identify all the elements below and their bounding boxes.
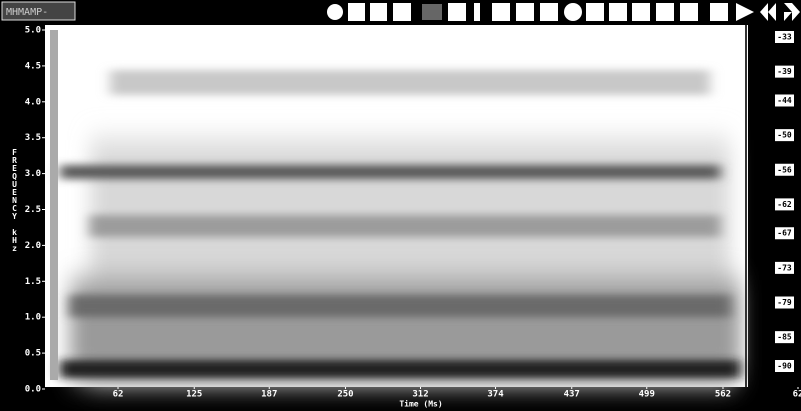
x-tick-label: 499 (639, 390, 655, 400)
y-tick-label: 3.5 (25, 133, 41, 143)
colorbar-tick-label: -67 (777, 229, 792, 238)
tool-button[interactable] (564, 3, 582, 21)
colorbar-tick-label: -44 (777, 96, 792, 105)
colorbar-tick-label: -50 (777, 131, 792, 140)
y-tick-label: 5.0 (25, 26, 41, 36)
tool-button[interactable] (632, 3, 650, 21)
tool-button[interactable] (680, 3, 698, 21)
toolbar[interactable] (327, 3, 800, 21)
forward-button[interactable] (784, 3, 800, 21)
x-tick-label: 62 (113, 390, 124, 400)
colorbar-tick-label: -90 (777, 362, 792, 371)
tool-button[interactable] (422, 4, 442, 20)
x-tick-label: 312 (412, 390, 428, 400)
colorbar-tick-label: -62 (777, 200, 792, 209)
x-tick-label: 437 (564, 390, 580, 400)
y-axis-label: FREQUENCY kHz (9, 148, 19, 252)
tool-button[interactable] (492, 3, 510, 21)
x-axis-label: Time (Ms) (399, 399, 442, 409)
x-tick-label: 187 (261, 390, 277, 400)
tool-button[interactable] (370, 3, 387, 21)
colorbar-tick-label: -56 (777, 165, 792, 174)
colorbar-tick-label: -73 (777, 263, 792, 272)
y-tick-label: 2.0 (25, 241, 41, 251)
spectrogram-window: MHMAMP- 0.0 0.5 1.0 1.5 2.0 2.5 3.0 3.5 (0, 0, 801, 411)
y-tick-label: 3.0 (25, 169, 41, 179)
colorbar-tick-label: -33 (777, 33, 792, 42)
app-label: MHMAMP- (6, 7, 48, 18)
play-button[interactable] (736, 3, 754, 21)
y-tick-label: 1.5 (25, 277, 41, 287)
tool-button[interactable] (393, 3, 411, 21)
spectrogram-view: MHMAMP- 0.0 0.5 1.0 1.5 2.0 2.5 3.0 3.5 (0, 0, 801, 411)
colorbar-tick-label: -85 (777, 333, 792, 342)
tool-button[interactable] (348, 3, 365, 21)
tool-button[interactable] (609, 3, 627, 21)
y-tick-label: 4.0 (25, 97, 41, 107)
x-tick-label: 125 (186, 390, 202, 400)
x-tick-label: 62 (793, 390, 801, 400)
colorbar-tick-label: -79 (777, 298, 792, 307)
y-tick-label: 0.5 (25, 349, 41, 359)
colorbar-tick-label: -39 (777, 67, 792, 76)
x-tick-label: 562 (715, 390, 731, 400)
spectrogram-image (50, 25, 747, 387)
tool-button[interactable] (474, 3, 480, 21)
rewind-button[interactable] (760, 3, 776, 21)
y-tick-label: 4.5 (25, 61, 41, 71)
tool-button[interactable] (448, 3, 466, 21)
y-tick-label: 0.0 (25, 385, 41, 395)
y-tick-label: 1.0 (25, 313, 41, 323)
tool-button[interactable] (516, 3, 534, 21)
tool-button[interactable] (710, 3, 728, 21)
tool-button[interactable] (540, 3, 558, 21)
tool-button[interactable] (656, 3, 674, 21)
x-tick-label: 250 (337, 390, 353, 400)
y-tick-label: 2.5 (25, 205, 41, 215)
tool-button[interactable] (327, 4, 343, 20)
x-tick-label: 374 (487, 390, 504, 400)
tool-button[interactable] (586, 3, 604, 21)
